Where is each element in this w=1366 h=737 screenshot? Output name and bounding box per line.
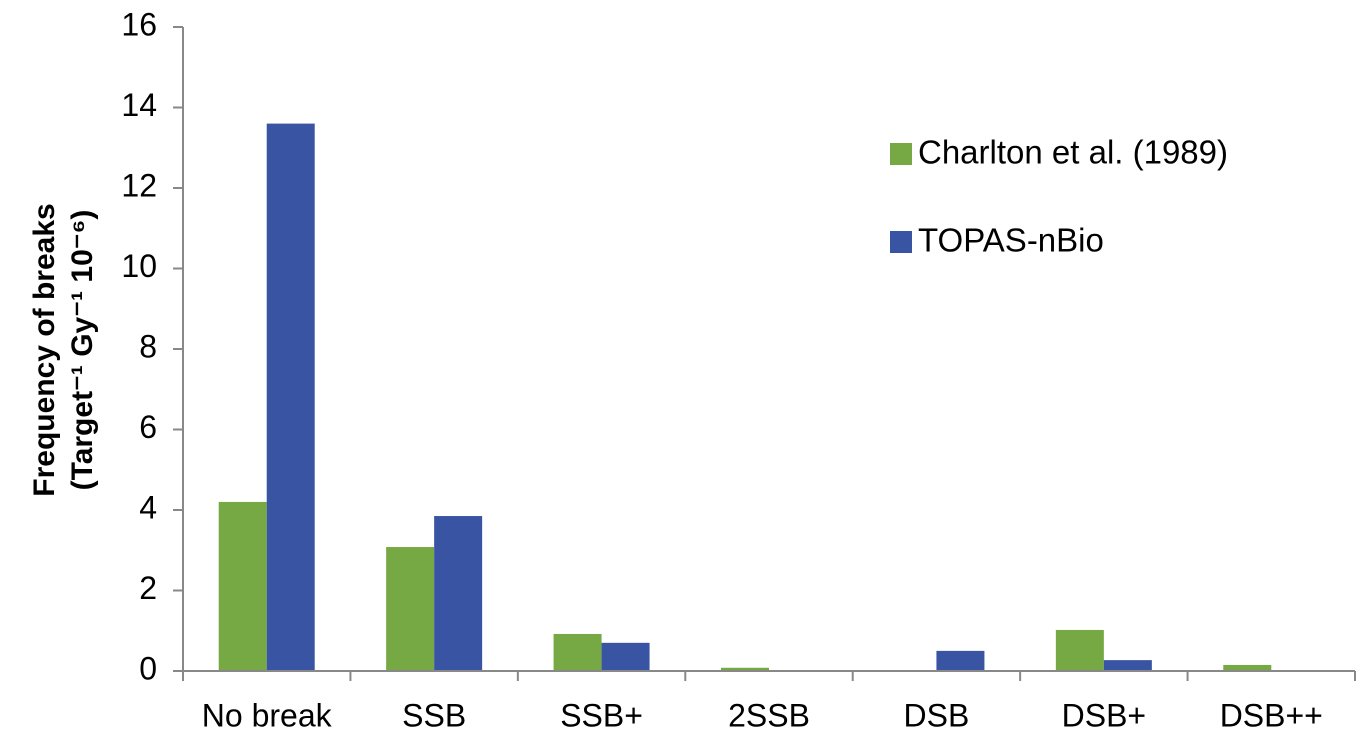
- x-tick-label: No break: [202, 697, 333, 733]
- y-tick-label: 0: [139, 650, 157, 686]
- x-tick-label: 2SSB: [728, 697, 810, 733]
- y-tick-label: 14: [121, 87, 157, 123]
- legend-swatch: [890, 143, 912, 165]
- legend-label: TOPAS-nBio: [918, 222, 1104, 259]
- x-tick-label: DSB++: [1220, 697, 1323, 733]
- y-axis-label-line: (Target⁻¹ Gy⁻¹ 10⁻⁶): [66, 210, 99, 491]
- legend-label: Charlton et al. (1989): [918, 134, 1228, 171]
- bar: [218, 501, 267, 671]
- bar: [721, 667, 769, 671]
- x-tick-label: DSB+: [1062, 697, 1146, 733]
- y-tick-label: 12: [121, 167, 157, 203]
- bar: [1103, 660, 1152, 671]
- y-tick-label: 2: [139, 570, 157, 606]
- y-axis-label-line: Frequency of breaks: [28, 203, 61, 496]
- bar: [386, 547, 435, 671]
- bar: [434, 516, 483, 671]
- x-tick-label: DSB: [904, 697, 970, 733]
- legend-swatch: [890, 231, 912, 253]
- y-tick-label: 10: [121, 248, 157, 284]
- y-tick-label: 8: [139, 328, 157, 364]
- bar: [553, 633, 602, 671]
- y-tick-label: 16: [121, 6, 157, 42]
- bar: [601, 642, 650, 671]
- y-tick-label: 4: [139, 489, 157, 525]
- bar: [1223, 664, 1272, 671]
- bar: [266, 123, 315, 672]
- y-tick-label: 6: [139, 409, 157, 445]
- x-tick-label: SSB: [402, 697, 466, 733]
- bar: [936, 650, 985, 671]
- bar: [1055, 629, 1104, 671]
- y-axis-label: Frequency of breaks (Target⁻¹ Gy⁻¹ 10⁻⁶): [28, 203, 99, 496]
- x-tick-label: SSB+: [560, 697, 643, 733]
